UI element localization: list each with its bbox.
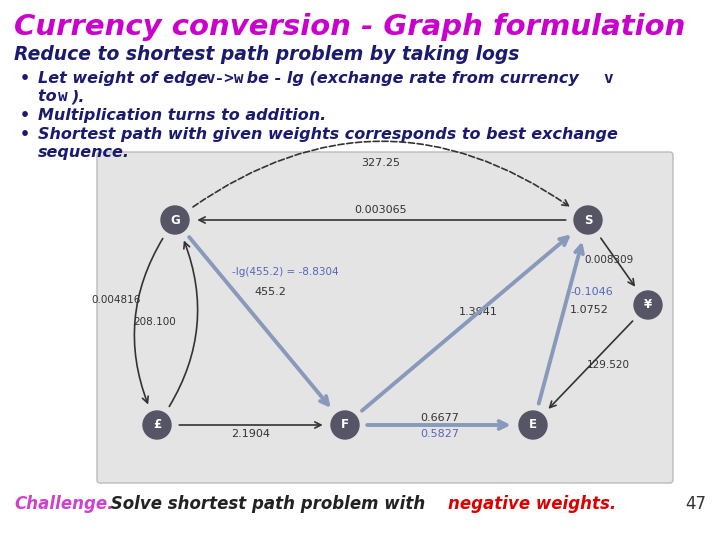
Text: 327.25: 327.25 [361,158,400,168]
FancyArrowPatch shape [549,321,633,408]
Text: 0.6677: 0.6677 [420,413,459,423]
Text: Currency conversion - Graph formulation: Currency conversion - Graph formulation [14,13,685,41]
Text: v: v [603,71,613,86]
Text: 0.004816: 0.004816 [91,295,140,305]
Text: •: • [20,127,30,142]
Text: -0.1046: -0.1046 [570,287,613,297]
Circle shape [574,206,602,234]
Text: 1.3941: 1.3941 [459,307,498,317]
Text: 47: 47 [685,495,706,513]
Text: 455.2: 455.2 [254,287,286,297]
Text: 129.520: 129.520 [587,360,629,370]
Circle shape [143,411,171,439]
Text: 2.1904: 2.1904 [232,429,271,439]
FancyArrowPatch shape [193,141,569,207]
FancyArrowPatch shape [179,422,321,428]
Text: be - lg (exchange rate from currency: be - lg (exchange rate from currency [241,71,585,86]
Text: Solve shortest path problem with: Solve shortest path problem with [105,495,431,513]
Circle shape [331,411,359,439]
Text: £: £ [153,418,161,431]
FancyArrowPatch shape [539,246,583,403]
FancyArrowPatch shape [189,237,328,404]
Circle shape [519,411,547,439]
Text: F: F [341,418,349,431]
FancyArrowPatch shape [135,239,163,403]
Text: sequence.: sequence. [38,145,130,160]
Text: Shortest path with given weights corresponds to best exchange: Shortest path with given weights corresp… [38,127,618,142]
FancyBboxPatch shape [97,152,673,483]
FancyArrowPatch shape [367,421,506,429]
Text: to: to [38,89,62,104]
Text: •: • [20,108,30,123]
Text: v->w: v->w [205,71,243,86]
Circle shape [161,206,189,234]
FancyArrowPatch shape [362,237,567,411]
Text: 0.5827: 0.5827 [420,429,459,439]
FancyArrowPatch shape [169,242,198,407]
Text: negative weights.: negative weights. [448,495,616,513]
Text: 208.100: 208.100 [134,317,176,327]
Text: w: w [58,89,68,104]
Text: 0.008309: 0.008309 [585,255,634,265]
Text: Reduce to shortest path problem by taking logs: Reduce to shortest path problem by takin… [14,45,519,64]
Circle shape [634,291,662,319]
Text: ¥: ¥ [644,299,652,312]
Text: Multiplication turns to addition.: Multiplication turns to addition. [38,108,326,123]
Text: •: • [20,71,30,86]
Text: 0.003065: 0.003065 [355,205,408,215]
Text: ).: ). [71,89,84,104]
Text: G: G [170,213,180,226]
Text: Let weight of edge: Let weight of edge [38,71,214,86]
Text: E: E [529,418,537,431]
FancyArrowPatch shape [600,238,634,285]
Text: S: S [584,213,593,226]
Text: 1.0752: 1.0752 [570,305,609,315]
FancyArrowPatch shape [199,217,566,223]
Text: Challenge.: Challenge. [14,495,114,513]
Text: -lg(455.2) = -8.8304: -lg(455.2) = -8.8304 [232,267,338,277]
